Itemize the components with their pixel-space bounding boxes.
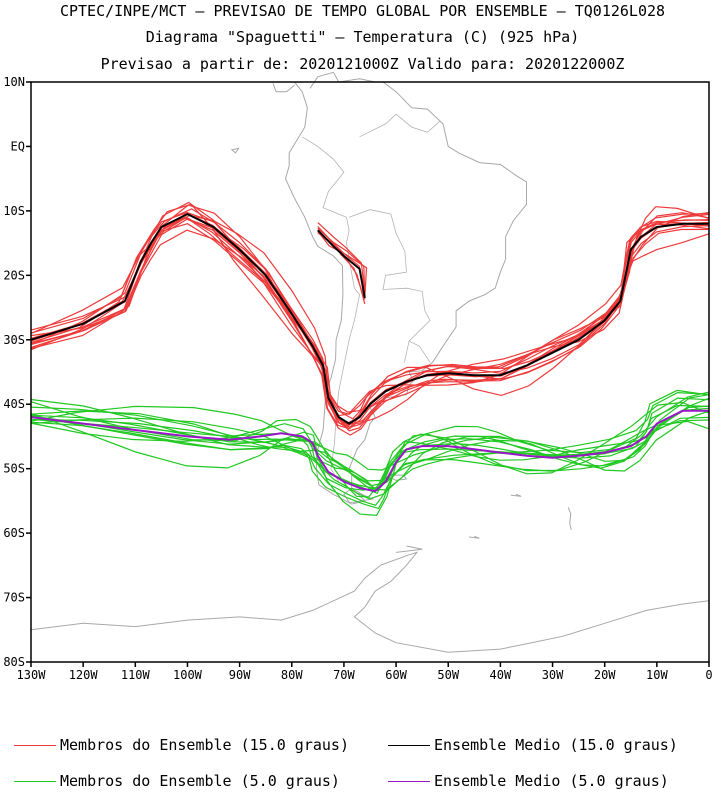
border-central [348,209,431,363]
antarctica-coast [30,551,710,653]
ensemble-member-line [30,419,710,491]
lon-tick-label: 50W [437,668,459,682]
lat-tick-label: 40S [3,397,25,411]
legend-swatch [14,780,56,782]
lat-tick-label: 10N [3,75,25,89]
south-georgia-coast [510,493,522,497]
map-frame [30,81,710,663]
south-orkney-coast [469,535,480,539]
ensemble-member-line [30,211,710,429]
ensemble-member-line [317,222,366,296]
ensemble-members [30,201,710,517]
lat-tick-label: 70S [3,591,25,605]
south-sandwich-coast [567,507,572,531]
legend-swatch [388,744,430,746]
legend-label: Ensemble Medio (5.0 graus) [434,772,669,790]
lon-tick-label: 80W [281,668,303,682]
lat-tick-label: 60S [3,526,25,540]
ensemble-member-line [30,405,710,472]
ensemble-mean-line-1 [30,409,709,493]
lon-tick-label: 130W [17,668,47,682]
ensemble-mean-line-0 [30,213,709,425]
lon-tick-label: 20W [594,668,616,682]
ensemble-member-line [30,415,710,506]
ensemble-member-line [30,394,710,491]
ensemble-member-line [30,401,710,517]
ensemble-member-line [30,220,710,432]
border-uruguay [408,340,431,363]
ensemble-member-line [30,397,710,482]
lon-tick-label: 70W [333,668,355,682]
ensemble-member-line [30,219,710,429]
title-line-1: CPTEC/INPE/MCT – PREVISAO DE TEMPO GLOBA… [59,2,666,20]
map-plot: 10N EQ 10S 20S 30S 40S 50S 60S 70S 80S 130W 120W 11… [3,71,713,682]
lat-tick-label: 80S [3,655,25,669]
legend-label: Membros do Ensemble (5.0 graus) [60,772,340,790]
tierra-del-fuego-coast [343,487,375,503]
lat-tick-label: 20S [3,268,25,282]
ensemble-member-line [30,213,710,436]
legend-item-mean-5: Ensemble Medio (5.0 graus) [388,772,669,790]
lon-tick-label: 110W [121,668,151,682]
latitude-axis: 10N EQ 10S 20S 30S 40S 50S 60S 70S 80S [3,75,31,669]
legend-item-members-15: Membros do Ensemble (15.0 graus) [14,736,349,754]
lon-tick-label: 10W [646,668,668,682]
legend-swatch [14,744,56,746]
lon-tick-label: 40W [490,668,512,682]
lat-tick-label: 50S [3,462,25,476]
lon-tick-label: 120W [69,668,99,682]
galapagos-coast [230,147,240,154]
title-line-2: Diagrama "Spaguetti" – Temperatura (C) (… [145,28,580,46]
legend-item-members-5: Membros do Ensemble (5.0 graus) [14,772,340,790]
lon-tick-label: 100W [173,668,203,682]
title-line-3: Previsao a partir de: 2020121000Z Valido… [100,55,625,73]
coastlines [30,71,710,653]
lon-tick-label: 60W [385,668,407,682]
legend-swatch [388,780,430,782]
lat-tick-label: EQ [11,139,25,153]
south-shetland-coast [396,545,423,553]
lat-tick-label: 10S [3,204,25,218]
ensemble-mean-line-2 [317,229,366,299]
legend-item-mean-15: Ensemble Medio (15.0 graus) [388,736,678,754]
central-america-coast [272,83,295,93]
lon-tick-label: 30W [542,668,564,682]
lon-tick-label: 0 [705,668,712,682]
ensemble-member-line [30,389,710,492]
lat-tick-label: 30S [3,333,25,347]
legend-label: Ensemble Medio (15.0 graus) [434,736,678,754]
ensemble-member-line [30,204,710,417]
border-north [359,113,441,138]
longitude-axis: 130W 120W 110W 100W 90W 80W 70W 60W 50W 40W 30W 20W… [17,662,713,682]
legend-label: Membros do Ensemble (15.0 graus) [60,736,349,754]
ensemble-means [30,213,709,493]
ensemble-member-line [30,201,710,413]
ensemble-member-line [317,230,368,298]
lon-tick-label: 90W [229,668,251,682]
